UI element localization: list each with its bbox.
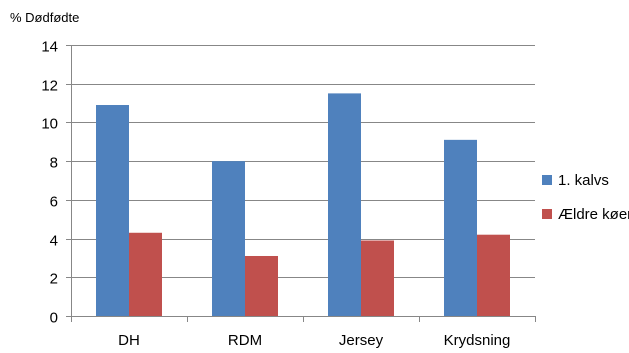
y-tick-label-4: 4 [50,233,58,250]
y-tick-label-12: 12 [41,78,58,95]
bar-krydsning-series-1 [444,139,477,316]
y-tick-label-8: 8 [50,155,58,172]
x-tick-label-rdm: RDM [228,332,262,348]
bar-dh-series-1 [96,105,129,316]
bar-krydsning-series-2 [477,234,510,316]
y-tick-labels: 0 2 4 6 8 10 12 14 [41,39,58,327]
bar-rdm-series-1 [212,161,245,316]
legend-label-1: 1. kalvs [558,172,609,189]
bar-dh-series-2 [129,232,162,316]
legend: 1. kalvs Ældre køer [542,172,629,223]
y-tick-label-6: 6 [50,194,58,211]
bars [96,93,510,317]
axes [66,45,536,322]
y-tick-label-2: 2 [50,271,58,288]
x-tick-label-jersey: Jersey [339,332,384,348]
x-tick-label-dh: DH [118,332,140,348]
legend-swatch-2 [542,209,552,219]
x-tick-labels: DH RDM Jersey Krydsning [118,332,511,349]
y-tick-label-10: 10 [41,116,58,133]
bar-jersey-series-2 [361,240,394,316]
bar-jersey-series-1 [328,93,361,317]
bar-rdm-series-2 [245,255,278,316]
y-tick-label-0: 0 [50,310,58,327]
legend-swatch-1 [542,175,552,185]
legend-label-2: Ældre køer [558,206,629,223]
y-axis-label: % Dødfødte [10,10,79,25]
x-tick-label-krydsning: Krydsning [444,332,511,348]
y-tick-label-14: 14 [41,39,58,56]
